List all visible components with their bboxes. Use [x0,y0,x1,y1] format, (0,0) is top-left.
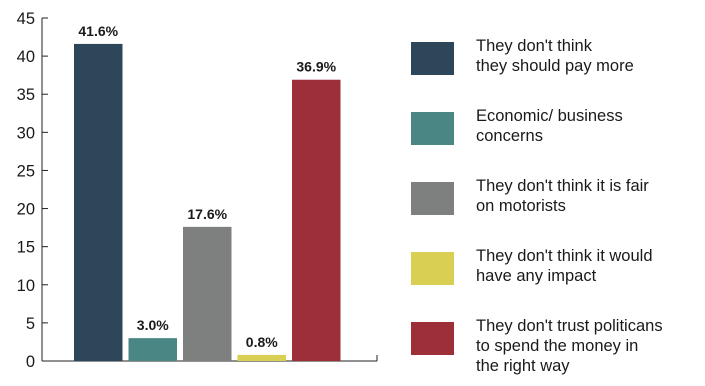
y-tick-label: 20 [17,201,35,219]
y-tick-label: 10 [17,277,35,295]
data-label: 36.9% [296,59,336,75]
legend-label: They don't trust politicans to spend the … [476,317,663,375]
legend-swatch [411,182,454,215]
legend-swatch [411,42,454,75]
data-label: 41.6% [78,23,118,39]
data-label: 0.8% [246,334,278,350]
legend-label: Economic/ business concerns [476,107,623,145]
legend-item-no-impact: They don't think it would have any impact [411,246,705,316]
bar [74,43,123,361]
legend-label: They don't think it would have any impact [476,247,653,285]
y-tick-label: 35 [17,86,35,104]
bar [237,354,286,361]
bar-chart: 0 5 10 15 20 25 30 35 40 45 41.6% 3.0% 17.6% 0.8% 36.9… [17,10,378,371]
legend-label: They don't think it is fair on motorists [476,177,649,215]
legend-swatch [411,112,454,145]
y-tick-label: 15 [17,239,35,257]
y-tick-label: 45 [17,10,35,28]
legend-item-fair-motorists: They don't think it is fair on motorists [411,176,705,246]
legend-item-pay-more: They don't think they should pay more [411,36,705,106]
bar [292,79,341,362]
legend-item-trust-politicians: They don't trust politicans to spend the … [411,316,705,386]
data-label: 17.6% [187,206,227,222]
y-tick-label: 0 [26,353,35,371]
y-tick-label: 40 [17,48,35,66]
y-tick-label: 25 [17,162,35,180]
legend: They don't think they should pay more Eco… [411,36,705,386]
bar [128,338,177,361]
legend-swatch [411,252,454,285]
data-label: 3.0% [137,317,169,333]
legend-swatch [411,322,454,355]
bar [183,226,232,361]
legend-label: They don't think they should pay more [476,37,634,75]
y-tick-label: 5 [26,315,35,333]
y-tick-label: 30 [17,124,35,142]
legend-item-economic: Economic/ business concerns [411,106,705,176]
